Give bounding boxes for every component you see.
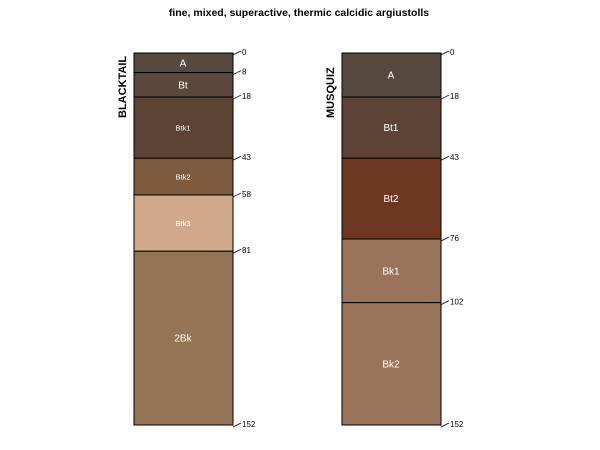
depth-tick — [232, 155, 242, 161]
depth-tick — [440, 422, 450, 428]
depth-label: 0 — [242, 48, 247, 57]
depth-tick — [232, 248, 242, 254]
horizon-label: Bt2 — [383, 194, 398, 205]
horizon-block — [133, 72, 234, 98]
depth-tick — [440, 50, 450, 56]
horizon-label: Bt — [178, 80, 188, 91]
depth-label: 8 — [242, 68, 247, 77]
horizon-block — [341, 96, 442, 159]
horizon-label: Bk2 — [382, 359, 400, 370]
horizon-block — [133, 250, 234, 426]
depth-tick — [440, 155, 450, 161]
horizon-label: Bt1 — [383, 123, 398, 134]
profile-name: MUSQUIZ — [325, 67, 337, 118]
depth-tick — [232, 70, 242, 75]
depth-label: 81 — [242, 246, 251, 255]
depth-label: 76 — [450, 234, 459, 243]
horizon-label: Bk1 — [382, 266, 400, 277]
profile-name: BLACKTAIL — [117, 56, 129, 118]
depth-tick — [440, 94, 450, 100]
horizon-block — [133, 96, 234, 159]
horizon-block — [341, 157, 442, 240]
depth-label: 152 — [242, 420, 256, 429]
horizon-block — [341, 238, 442, 304]
horizon-block — [133, 157, 234, 196]
depth-label: 58 — [242, 190, 251, 199]
horizon-label: A — [180, 58, 187, 69]
depth-tick — [440, 300, 450, 305]
depth-tick — [232, 50, 242, 56]
depth-label: 18 — [242, 92, 251, 101]
profile-blacktail: BLACKTAIL A Bt Btk1 Btk2 Btk3 2Bk 0 8 18 43 58 81 152 — [117, 48, 256, 429]
horizon-label: 2Bk — [174, 334, 192, 345]
depth-label: 18 — [450, 92, 459, 101]
depth-tick — [232, 422, 242, 428]
depth-tick — [440, 236, 450, 242]
profiles-layer: BLACKTAIL A Bt Btk1 Btk2 Btk3 2Bk 0 8 18 43 58 81 152… — [117, 48, 464, 429]
figure-title: fine, mixed, superactive, thermic calcid… — [169, 7, 429, 19]
horizon-block — [341, 302, 442, 426]
depth-label: 43 — [450, 153, 459, 162]
depth-tick — [232, 192, 242, 198]
depth-label: 152 — [450, 420, 464, 429]
horizon-label: Btk2 — [175, 173, 190, 182]
horizon-label: Btk1 — [175, 124, 190, 133]
horizon-label: Btk3 — [175, 219, 190, 228]
horizon-label: A — [388, 71, 395, 82]
depth-label: 43 — [242, 153, 251, 162]
depth-label: 102 — [450, 298, 464, 307]
depth-tick — [232, 94, 242, 100]
profile-musquiz: MUSQUIZ A Bt1 Bt2 Bk1 Bk2 0 18 43 76 102 152 — [325, 48, 464, 429]
depth-label: 0 — [450, 48, 455, 57]
